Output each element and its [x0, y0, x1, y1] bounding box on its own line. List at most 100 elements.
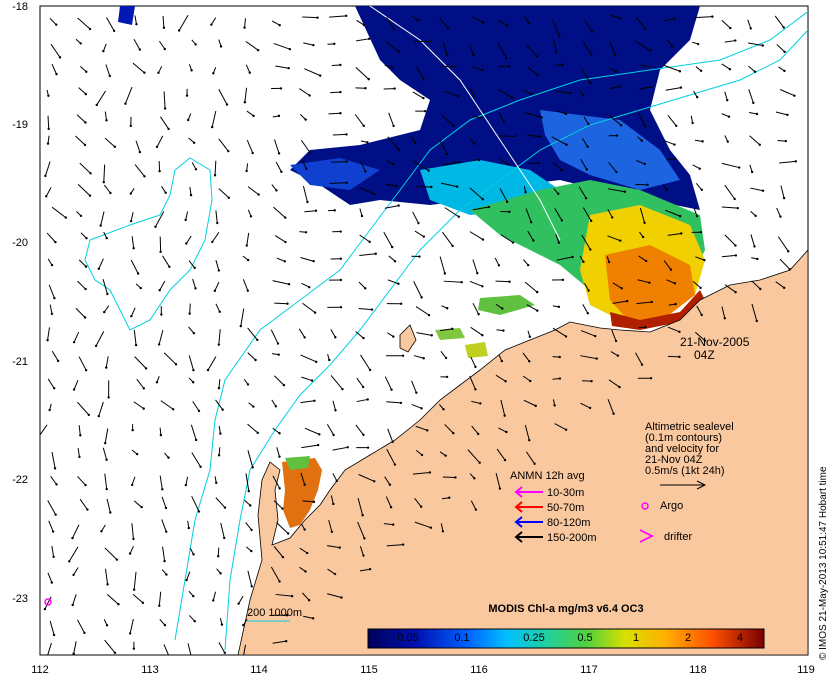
velocity-vector: [637, 112, 646, 127]
velocity-vector-head: [427, 313, 431, 317]
velocity-vector-head: [216, 221, 219, 225]
velocity-vector: [387, 279, 399, 285]
velocity-vector-head: [285, 614, 289, 617]
velocity-vector: [412, 91, 424, 99]
velocity-vector-head: [135, 22, 138, 26]
velocity-vector-head: [445, 375, 449, 379]
velocity-vector: [80, 66, 87, 73]
velocity-vector: [692, 164, 700, 170]
velocity-vector-head: [117, 603, 120, 606]
velocity-vector-head: [528, 438, 531, 442]
velocity-vector: [526, 134, 541, 138]
velocity-vector-head: [362, 554, 365, 557]
velocity-vector: [608, 379, 620, 388]
velocity-vector: [356, 398, 368, 403]
velocity-vector: [472, 206, 490, 211]
velocity-vector: [240, 308, 245, 327]
velocity-vector: [245, 64, 251, 73]
velocity-vector-head: [330, 530, 334, 533]
velocity-vector-head: [793, 94, 796, 97]
velocity-vector-head: [530, 220, 533, 224]
velocity-vector: [162, 255, 170, 268]
velocity-vector: [45, 187, 52, 197]
velocity-vector: [356, 377, 364, 388]
velocity-vector: [469, 231, 484, 241]
velocity-vector: [582, 304, 589, 314]
velocity-vector: [357, 521, 365, 539]
velocity-vector-head: [192, 553, 195, 556]
velocity-vector-head: [649, 377, 653, 380]
velocity-vector-head: [227, 149, 230, 153]
velocity-vector: [68, 546, 79, 562]
velocity-vector-head: [256, 431, 259, 435]
velocity-vector: [667, 326, 680, 333]
velocity-vector: [98, 401, 104, 417]
velocity-vector-head: [728, 67, 732, 71]
velocity-vector-head: [564, 335, 568, 338]
velocity-vector-head: [54, 513, 57, 516]
velocity-vector-head: [257, 193, 260, 196]
velocity-vector-head: [106, 583, 109, 586]
velocity-vector-head: [595, 357, 598, 360]
velocity-vector: [780, 89, 795, 97]
velocity-vector: [580, 330, 596, 337]
velocity-vector: [133, 330, 137, 346]
velocity-vector: [51, 63, 57, 75]
velocity-vector: [640, 64, 650, 68]
velocity-vector: [580, 355, 597, 360]
velocity-vector-head: [441, 530, 445, 533]
velocity-vector: [582, 207, 592, 222]
velocity-vector-head: [539, 135, 542, 138]
velocity-vector: [48, 284, 55, 299]
velocity-vector-head: [105, 458, 108, 461]
velocity-vector-head: [395, 184, 398, 188]
velocity-vector: [185, 476, 189, 486]
velocity-vector: [51, 350, 59, 362]
velocity-vector: [523, 89, 532, 95]
velocity-vector-head: [584, 196, 588, 200]
velocity-vector: [244, 499, 251, 506]
velocity-vector-head: [160, 313, 163, 316]
velocity-vector: [442, 231, 454, 247]
velocity-vector-head: [373, 480, 376, 483]
lon-axis: 112 113 114 115 116 117 118 119: [31, 664, 815, 676]
velocity-vector-head: [334, 409, 337, 412]
velocity-vector: [211, 232, 220, 243]
velocity-vector: [47, 115, 50, 129]
velocity-vector: [636, 301, 652, 305]
velocity-vector: [275, 593, 293, 597]
velocity-vector-head: [589, 81, 592, 85]
velocity-vector: [188, 326, 195, 334]
velocity-vector-head: [108, 74, 112, 78]
velocity-vector-head: [527, 21, 530, 24]
velocity-vector-head: [185, 242, 188, 245]
velocity-vector-head: [560, 168, 564, 172]
velocity-vector-head: [647, 65, 651, 69]
velocity-vector: [106, 498, 111, 513]
velocity-vector: [555, 234, 560, 243]
altimetry-line: 0.5m/s (1kt 24h): [645, 465, 724, 477]
velocity-vector: [132, 62, 145, 74]
velocity-vector: [133, 39, 141, 50]
velocity-vector: [77, 476, 86, 486]
velocity-vector: [414, 497, 422, 508]
velocity-vector-head: [420, 296, 423, 299]
velocity-vector: [47, 135, 50, 144]
velocity-vector-head: [368, 240, 371, 244]
velocity-vector-head: [473, 95, 476, 98]
velocity-vector: [47, 327, 50, 341]
velocity-vector-head: [192, 381, 195, 384]
velocity-vector-head: [734, 290, 737, 294]
velocity-vector-head: [174, 363, 178, 366]
velocity-vector: [192, 401, 200, 412]
velocity-vector-head: [132, 588, 136, 591]
velocity-vector: [238, 595, 244, 604]
velocity-vector-head: [141, 601, 145, 605]
velocity-vector: [358, 308, 372, 311]
velocity-vector-head: [511, 96, 514, 100]
velocity-vector-head: [129, 192, 132, 195]
velocity-vector-head: [701, 140, 704, 143]
velocity-vector-head: [187, 526, 190, 530]
velocity-vector-head: [277, 152, 281, 155]
